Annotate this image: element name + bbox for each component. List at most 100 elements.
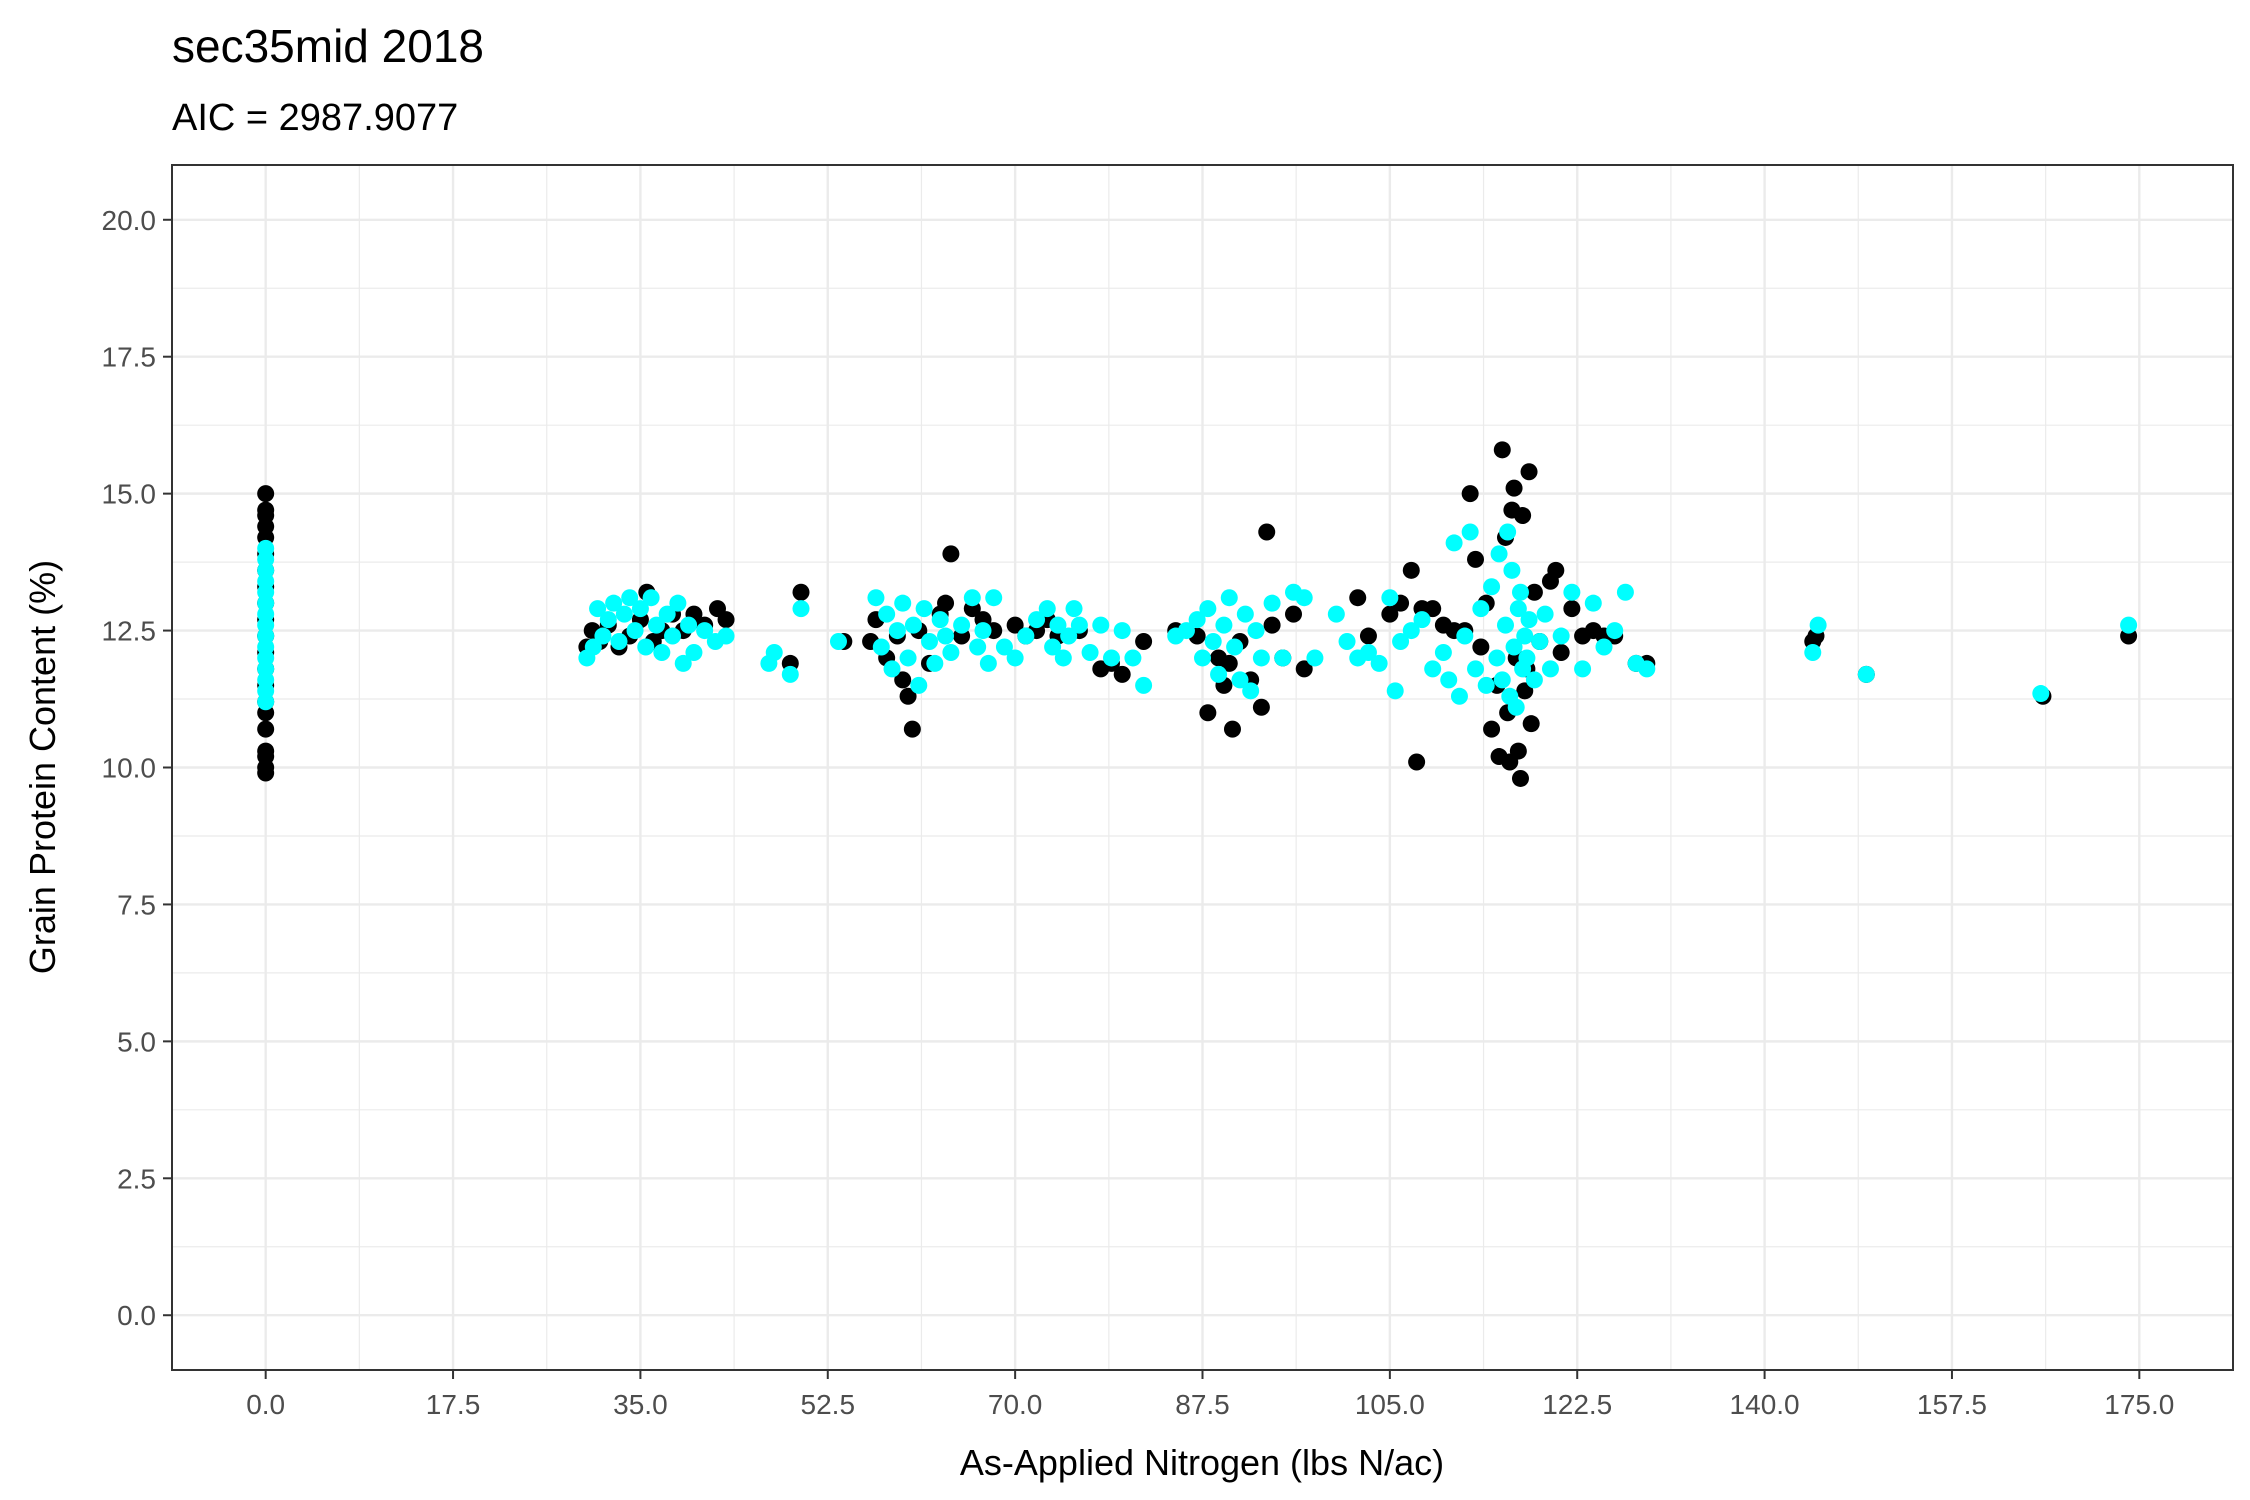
data-point — [985, 589, 1003, 607]
data-point — [1525, 671, 1543, 689]
data-point — [685, 643, 703, 661]
data-point — [1215, 616, 1233, 634]
data-point — [257, 693, 275, 711]
data-point — [664, 627, 682, 645]
data-point — [904, 616, 922, 634]
data-point — [1274, 649, 1292, 667]
data-point — [1226, 638, 1244, 656]
data-point — [926, 654, 944, 672]
data-point — [1520, 463, 1538, 481]
data-point — [1511, 583, 1529, 601]
data-point — [626, 622, 644, 640]
data-point — [1541, 660, 1559, 678]
data-point — [894, 594, 912, 612]
data-point — [257, 720, 275, 738]
chart-title: sec35mid 2018 — [172, 20, 484, 72]
data-point — [1445, 534, 1463, 552]
data-point — [1070, 616, 1088, 634]
data-point — [2120, 616, 2138, 634]
data-point — [1113, 665, 1131, 683]
data-point — [1006, 616, 1024, 634]
major-gridlines — [172, 165, 2233, 1370]
data-point — [1503, 561, 1521, 579]
data-point — [1252, 698, 1270, 716]
data-point — [1408, 753, 1426, 771]
data-point — [2032, 685, 2050, 703]
chart-subtitle: AIC = 2987.9077 — [172, 97, 458, 139]
data-point — [1483, 720, 1501, 738]
data-point — [1327, 605, 1345, 623]
data-point — [1520, 611, 1538, 629]
data-point — [1509, 742, 1527, 760]
data-point — [1472, 638, 1490, 656]
data-point — [1450, 687, 1468, 705]
y-tick-label: 20.0 — [102, 205, 157, 236]
x-axis: 0.0 17.5 35.0 52.5 70.0 87.5 105.0 122.5 140.0 15… — [246, 1370, 2174, 1420]
y-tick-label: 2.5 — [117, 1163, 156, 1194]
data-point — [1456, 627, 1474, 645]
data-point — [1505, 638, 1523, 656]
data-point — [1434, 643, 1452, 661]
data-point — [1857, 665, 1875, 683]
data-point — [765, 643, 783, 661]
data-point — [1472, 600, 1490, 618]
data-point — [680, 616, 698, 634]
data-point — [1049, 616, 1067, 634]
data-point — [1054, 649, 1072, 667]
data-point — [1102, 649, 1120, 667]
data-point — [717, 611, 735, 629]
x-tick-label: 157.5 — [1917, 1389, 1987, 1420]
data-point — [1493, 441, 1511, 459]
data-point — [1392, 633, 1410, 651]
data-point — [669, 594, 687, 612]
x-tick-label: 52.5 — [801, 1389, 856, 1420]
data-point — [1381, 589, 1399, 607]
data-point — [257, 485, 275, 503]
data-point — [1552, 643, 1570, 661]
data-point — [1563, 583, 1581, 601]
data-point — [1496, 616, 1514, 634]
x-axis-title: As-Applied Nitrogen (lbs N/ac) — [960, 1442, 1444, 1483]
data-point — [963, 589, 981, 607]
data-point — [1386, 682, 1404, 700]
data-point — [915, 600, 933, 618]
x-tick-label: 17.5 — [426, 1389, 481, 1420]
data-point — [1199, 600, 1217, 618]
data-point — [1038, 600, 1056, 618]
data-point — [1135, 633, 1153, 651]
data-point — [903, 720, 921, 738]
data-point — [1525, 583, 1543, 601]
data-point — [1135, 676, 1153, 694]
data-point — [1606, 622, 1624, 640]
data-point — [883, 660, 901, 678]
y-tick-label: 7.5 — [117, 889, 156, 920]
data-point — [937, 594, 955, 612]
data-point — [1574, 660, 1592, 678]
data-point — [1424, 660, 1442, 678]
data-point — [1493, 671, 1511, 689]
data-point — [1006, 649, 1024, 667]
data-point — [1483, 578, 1501, 596]
data-point — [1522, 715, 1540, 733]
data-point — [1359, 627, 1377, 645]
data-point — [1252, 649, 1270, 667]
data-point — [589, 600, 607, 618]
data-point — [696, 622, 714, 640]
data-point — [829, 633, 847, 651]
data-point — [584, 638, 602, 656]
data-point — [1595, 638, 1613, 656]
data-point — [899, 687, 917, 705]
data-point — [615, 605, 633, 623]
data-point — [931, 611, 949, 629]
y-tick-label: 17.5 — [102, 342, 157, 373]
data-point — [953, 616, 971, 634]
data-point — [1060, 627, 1078, 645]
data-point — [792, 583, 810, 601]
data-point — [1223, 720, 1241, 738]
data-point — [899, 649, 917, 667]
data-point — [1220, 654, 1238, 672]
data-point — [1499, 523, 1517, 541]
data-point — [1188, 611, 1206, 629]
data-point — [653, 643, 671, 661]
